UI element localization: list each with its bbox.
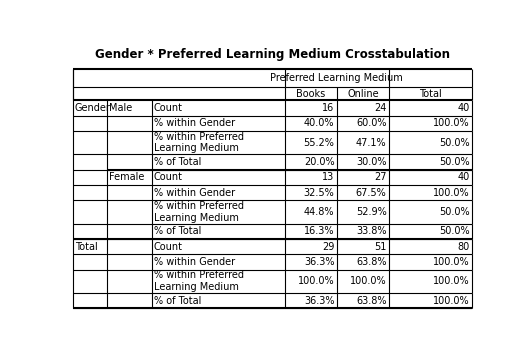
Text: 16: 16 bbox=[322, 103, 335, 113]
Text: 100.0%: 100.0% bbox=[433, 296, 469, 305]
Text: 20.0%: 20.0% bbox=[304, 157, 335, 167]
Text: 100.0%: 100.0% bbox=[433, 188, 469, 198]
Text: % within Preferred
Learning Medium: % within Preferred Learning Medium bbox=[154, 201, 244, 223]
Text: % of Total: % of Total bbox=[154, 226, 201, 236]
Text: 36.3%: 36.3% bbox=[304, 296, 335, 305]
Text: 40: 40 bbox=[457, 103, 469, 113]
Text: 67.5%: 67.5% bbox=[356, 188, 387, 198]
Text: Online: Online bbox=[347, 89, 379, 99]
Text: % within Gender: % within Gender bbox=[154, 188, 235, 198]
Text: 47.1%: 47.1% bbox=[356, 138, 387, 148]
Text: 52.9%: 52.9% bbox=[356, 207, 387, 217]
Text: % within Preferred
Learning Medium: % within Preferred Learning Medium bbox=[154, 270, 244, 292]
Text: 100.0%: 100.0% bbox=[433, 257, 469, 267]
Text: 16.3%: 16.3% bbox=[304, 226, 335, 236]
Text: Count: Count bbox=[154, 103, 183, 113]
Text: 24: 24 bbox=[374, 103, 387, 113]
Text: % within Gender: % within Gender bbox=[154, 257, 235, 267]
Text: Total: Total bbox=[75, 242, 98, 252]
Text: 36.3%: 36.3% bbox=[304, 257, 335, 267]
Text: 13: 13 bbox=[322, 172, 335, 182]
Text: Preferred Learning Medium: Preferred Learning Medium bbox=[270, 73, 403, 83]
Text: 44.8%: 44.8% bbox=[304, 207, 335, 217]
Text: 40: 40 bbox=[457, 172, 469, 182]
Text: 40.0%: 40.0% bbox=[304, 118, 335, 129]
Text: Gender: Gender bbox=[75, 103, 111, 113]
Text: Male: Male bbox=[109, 103, 132, 113]
Text: Books: Books bbox=[296, 89, 326, 99]
Text: % within Preferred
Learning Medium: % within Preferred Learning Medium bbox=[154, 132, 244, 153]
Text: 50.0%: 50.0% bbox=[439, 207, 469, 217]
Text: 60.0%: 60.0% bbox=[356, 118, 387, 129]
Text: % of Total: % of Total bbox=[154, 296, 201, 305]
Text: 63.8%: 63.8% bbox=[356, 257, 387, 267]
Text: % within Gender: % within Gender bbox=[154, 118, 235, 129]
Text: 30.0%: 30.0% bbox=[356, 157, 387, 167]
Text: 27: 27 bbox=[374, 172, 387, 182]
Text: Count: Count bbox=[154, 242, 183, 252]
Text: Count: Count bbox=[154, 172, 183, 182]
Text: Total: Total bbox=[419, 89, 442, 99]
Text: Gender * Preferred Learning Medium Crosstabulation: Gender * Preferred Learning Medium Cross… bbox=[95, 48, 450, 61]
Text: 63.8%: 63.8% bbox=[356, 296, 387, 305]
Text: 50.0%: 50.0% bbox=[439, 157, 469, 167]
Text: 29: 29 bbox=[322, 242, 335, 252]
Text: 55.2%: 55.2% bbox=[304, 138, 335, 148]
Text: 50.0%: 50.0% bbox=[439, 226, 469, 236]
Text: 100.0%: 100.0% bbox=[433, 118, 469, 129]
Text: 50.0%: 50.0% bbox=[439, 138, 469, 148]
Text: 100.0%: 100.0% bbox=[350, 276, 387, 286]
Text: 51: 51 bbox=[374, 242, 387, 252]
Text: 80: 80 bbox=[457, 242, 469, 252]
Text: Female: Female bbox=[109, 172, 144, 182]
Text: % of Total: % of Total bbox=[154, 157, 201, 167]
Text: 100.0%: 100.0% bbox=[433, 276, 469, 286]
Text: 100.0%: 100.0% bbox=[298, 276, 335, 286]
Text: 32.5%: 32.5% bbox=[304, 188, 335, 198]
Text: 33.8%: 33.8% bbox=[356, 226, 387, 236]
